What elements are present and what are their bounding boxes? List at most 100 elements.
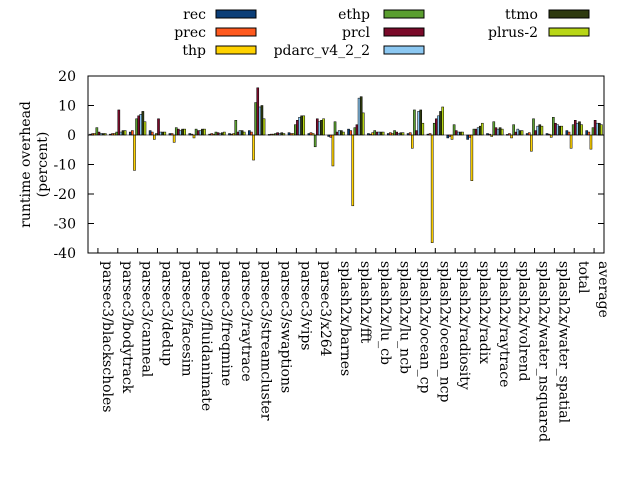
- bar-ethp-splash2x-radiosity: [452, 124, 456, 136]
- bar-prcl-splash2x-ocean-cp: [415, 130, 418, 136]
- bar-pdarc-v4-2-2-parsec3-vips: [298, 117, 301, 136]
- bar-pdarc-v4-2-2-splash2x-volrend: [516, 128, 520, 136]
- bar-prec-parsec3-canneal: [131, 130, 134, 136]
- bar-plrus-2-parsec3-facesim: [183, 128, 186, 136]
- bar-prcl-splash2x-raytrace: [494, 127, 498, 136]
- bar-ethp-splash2x-barnes: [333, 121, 337, 136]
- bar-ttmo-parsec3-raytrace: [240, 130, 244, 136]
- bar-ethp-splash2x-water-nsquared: [532, 118, 535, 136]
- bar-plrus-2-splash2x-water-nsquared: [540, 125, 544, 136]
- bar-plrus-2-splash2x-lu-ncb: [401, 132, 405, 136]
- bar-prcl-parsec3-facesim: [177, 128, 180, 136]
- bar-thp-total: [569, 134, 573, 149]
- bar-ttmo-splash2x-ocean-cp: [419, 109, 423, 136]
- bar-ttmo-splash2x-ocean-ncp: [439, 111, 442, 136]
- bar-ttmo-splash2x-barnes: [340, 130, 343, 136]
- bar-pdarc-v4-2-2-splash2x-water-spatial: [556, 124, 559, 136]
- bar-ethp-splash2x-fft: [353, 127, 357, 136]
- bar-prcl-splash2x-radiosity: [454, 130, 458, 136]
- legend-swatch-plrus-2: [548, 27, 590, 37]
- legend-swatch-pdarc-v4-2-2: [383, 45, 425, 55]
- x-tick-label-average: average: [595, 261, 611, 318]
- x-tick-label-parsec3-streamcluster: parsec3/streamcluster: [258, 261, 274, 421]
- x-tick-label-parsec3-x264: parsec3/x264: [317, 261, 333, 357]
- bar-thp-parsec3-dedup: [153, 134, 156, 140]
- bar-prcl-parsec3-fluidanimate: [196, 130, 200, 136]
- bar-ethp-average: [591, 127, 595, 136]
- bar-ethp-total: [571, 124, 575, 136]
- bar-plrus-2-splash2x-volrend: [520, 130, 524, 136]
- bar-thp-splash2x-barnes: [331, 134, 335, 167]
- bar-prec-total: [567, 131, 571, 136]
- bar-prec-splash2x-lu-ncb: [389, 132, 392, 136]
- bar-pdarc-v4-2-2-parsec3-facesim: [179, 130, 182, 136]
- bar-prcl-splash2x-water-spatial: [554, 122, 557, 136]
- bar-plrus-2-splash2x-lu-cb: [381, 131, 385, 136]
- x-tick-label-parsec3-facesim: parsec3/facesim: [178, 261, 194, 377]
- bar-plrus-2-parsec3-x264: [322, 118, 325, 136]
- bar-ethp-splash2x-ocean-cp: [413, 109, 416, 136]
- bar-ethp-parsec3-streamcluster: [254, 102, 257, 136]
- x-tick-label-parsec3-raytrace: parsec3/raytrace: [238, 261, 254, 382]
- bar-ttmo-splash2x-raytrace: [498, 127, 502, 136]
- legend-swatch-prcl: [383, 27, 425, 37]
- bar-prcl-parsec3-canneal: [137, 115, 140, 136]
- bar-rec-parsec3-streamcluster: [248, 130, 251, 136]
- bar-plrus-2-splash2x-water-spatial: [560, 125, 564, 136]
- legend-swatch-ttmo: [548, 9, 590, 19]
- bar-pdarc-v4-2-2-splash2x-water-nsquared: [536, 125, 539, 136]
- bar-prec-parsec3-dedup: [150, 131, 154, 136]
- bar-pdarc-v4-2-2-average: [595, 122, 599, 136]
- bar-rec-splash2x-radix: [466, 134, 469, 140]
- x-tick-label-splash2x-volrend: splash2x/volrend: [516, 261, 532, 382]
- bar-rec-splash2x-radiosity: [446, 134, 450, 139]
- bar-plrus-2-parsec3-fluidanimate: [203, 128, 206, 136]
- bar-prcl-parsec3-raytrace: [236, 131, 240, 136]
- bar-pdarc-v4-2-2-parsec3-canneal: [139, 114, 143, 136]
- y-tick-label: -40: [53, 246, 76, 262]
- bar-prcl-parsec3-dedup: [157, 118, 160, 136]
- bar-prcl-parsec3-blackscholes: [97, 131, 101, 136]
- legend-swatch-rec: [215, 9, 257, 19]
- x-tick-label-splash2x-raytrace: splash2x/raytrace: [496, 261, 512, 387]
- bar-thp-splash2x-ocean-cp: [411, 134, 414, 149]
- bar-ttmo-splash2x-water-spatial: [558, 125, 561, 136]
- bar-ttmo-average: [598, 122, 601, 136]
- bar-prcl-parsec3-streamcluster: [256, 87, 260, 136]
- x-tick-label-splash2x-ocean-ncp: splash2x/ocean_ncp: [436, 261, 452, 402]
- bar-ttmo-splash2x-radiosity: [459, 131, 462, 136]
- legend-swatch-ethp: [383, 9, 425, 19]
- bar-ethp-splash2x-radix: [472, 128, 476, 136]
- bar-ethp-parsec3-freqmine: [214, 131, 218, 136]
- x-tick-label-splash2x-water-spatial: splash2x/water_spatial: [555, 261, 571, 424]
- bar-plrus-2-splash2x-ocean-cp: [421, 122, 425, 136]
- legend-swatch-thp: [215, 45, 257, 55]
- legend-label-rec: rec: [183, 7, 206, 23]
- bar-pdarc-v4-2-2-splash2x-barnes: [337, 130, 341, 136]
- bar-prec-splash2x-barnes: [329, 134, 333, 138]
- bar-rec-parsec3-dedup: [148, 130, 152, 136]
- bar-pdarc-v4-2-2-splash2x-raytrace: [496, 128, 500, 136]
- bar-thp-splash2x-water-spatial: [549, 134, 553, 138]
- bar-ttmo-parsec3-swaptions: [280, 132, 284, 136]
- x-tick-label-parsec3-swaptions: parsec3/swaptions: [278, 261, 294, 393]
- x-tick-label-parsec3-blackscholes: parsec3/blackscholes: [99, 261, 115, 412]
- x-tick-label-parsec3-bodytrack: parsec3/bodytrack: [119, 261, 135, 394]
- x-tick-label-splash2x-lu-cb: splash2x/lu_cb: [377, 261, 393, 365]
- bar-ethp-parsec3-blackscholes: [95, 127, 99, 136]
- bar-ttmo-splash2x-water-nsquared: [538, 124, 542, 136]
- bar-ttmo-splash2x-radix: [478, 125, 482, 136]
- bar-plrus-2-splash2x-radiosity: [461, 131, 464, 136]
- bar-prcl-parsec3-swaptions: [276, 132, 279, 136]
- x-tick-label-parsec3-dedup: parsec3/dedup: [159, 261, 175, 366]
- bar-thp-splash2x-radiosity: [450, 134, 454, 140]
- bar-thp-splash2x-radix: [470, 134, 474, 181]
- bar-thp-parsec3-facesim: [172, 134, 176, 143]
- bar-plrus-2-average: [600, 124, 603, 136]
- x-tick-label-parsec3-freqmine: parsec3/freqmine: [218, 261, 234, 386]
- bar-ethp-parsec3-x264: [313, 134, 317, 148]
- bar-rec-average: [585, 130, 589, 136]
- bar-ethp-parsec3-facesim: [174, 127, 178, 136]
- bar-pdarc-v4-2-2-splash2x-fft: [357, 97, 361, 136]
- bar-ethp-splash2x-volrend: [512, 124, 515, 136]
